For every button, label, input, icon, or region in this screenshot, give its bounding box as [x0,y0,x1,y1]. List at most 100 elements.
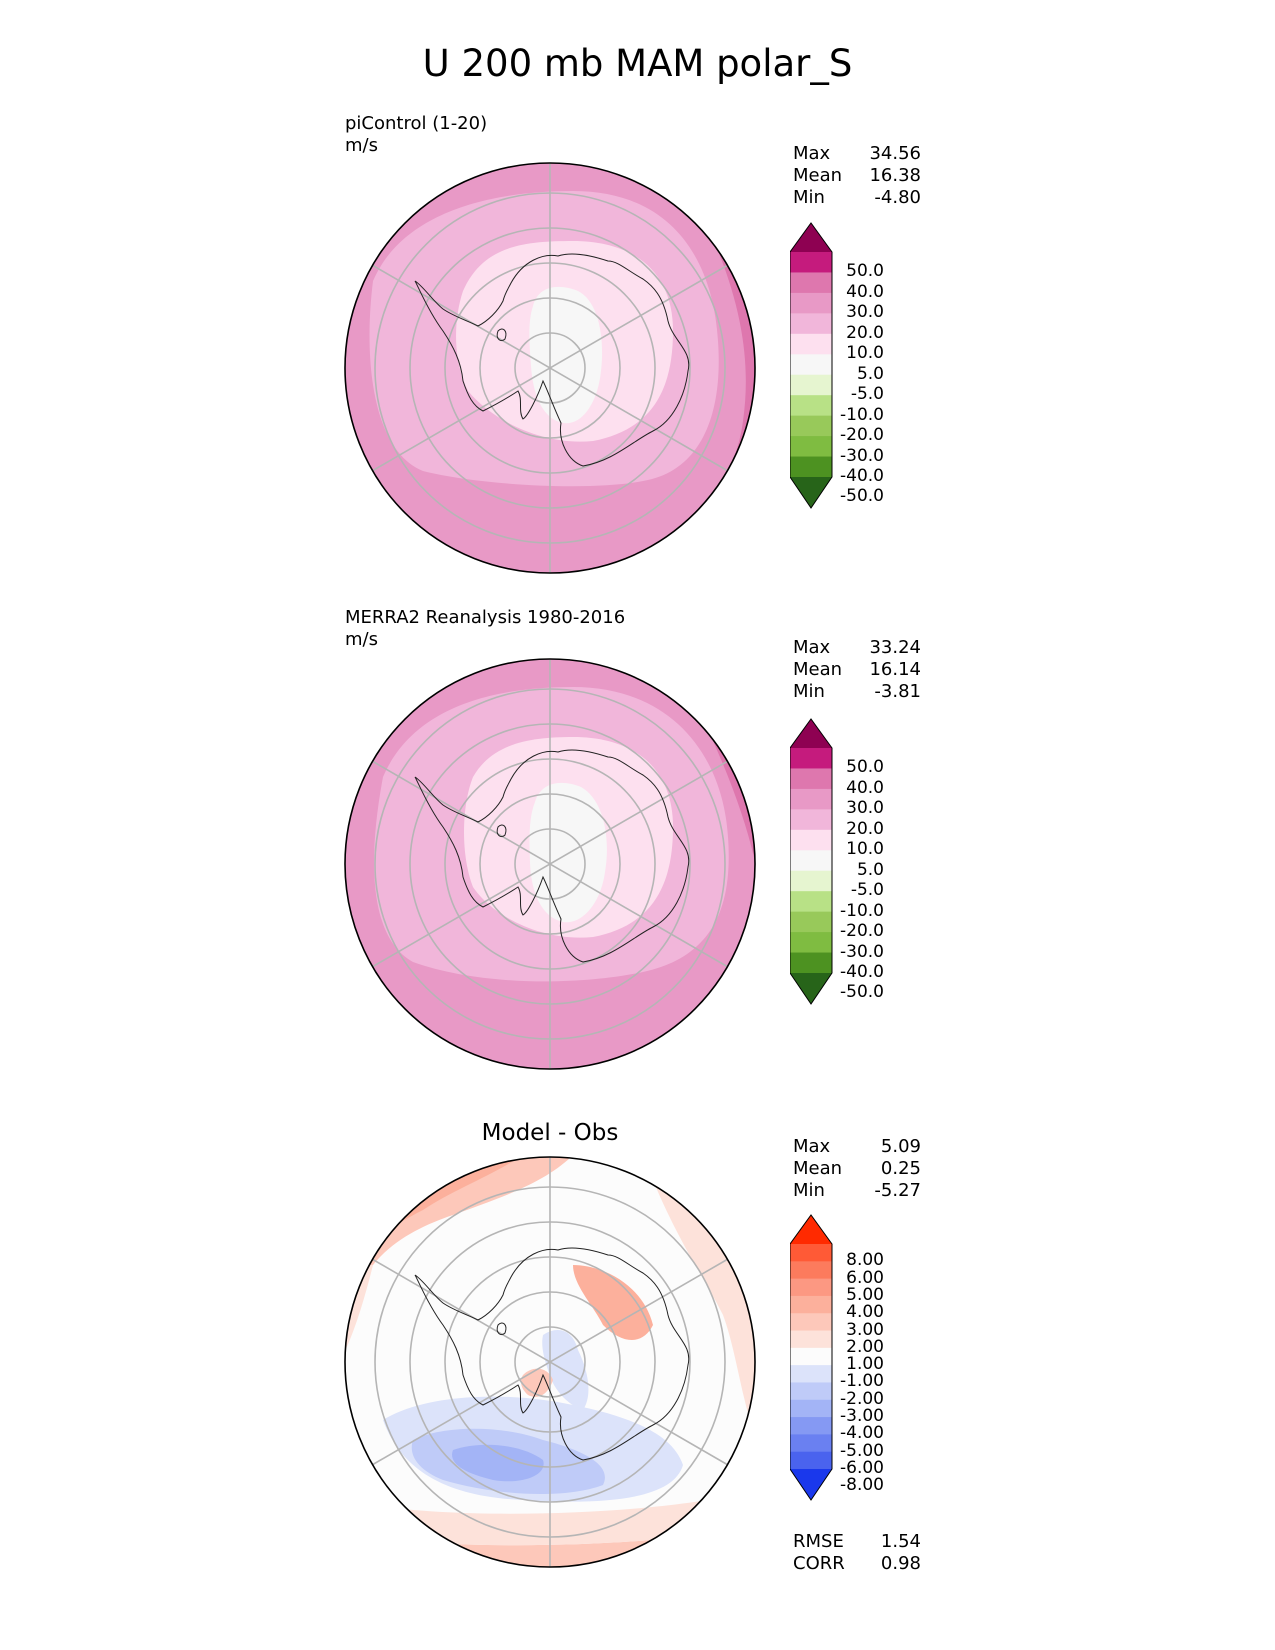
colorbar-tick-label: 1.00 [846,1354,884,1375]
polar-map-ref [344,658,756,1070]
stat-mean: Mean 16.14 [793,659,921,680]
panel-ref: MERRA2 Reanalysis 1980-2016 m/s Max 33.24… [0,497,1275,1070]
colorbar-segment [790,436,832,458]
panel-diff-title: Model - Obs [481,1120,619,1146]
colorbar-segment [790,1261,832,1280]
colorbar-segment [790,1295,832,1314]
colorbar-tick-label: 10.0 [846,839,884,860]
colorbar-svg [790,222,833,509]
colorbar-tick-label: 40.0 [846,777,884,798]
colorbar-outline [790,222,833,509]
stat-rmse: RMSE 1.54 [793,1531,921,1552]
colorbar-tick-label: -30.0 [840,941,884,962]
colorbar-tick-label: 30.0 [846,798,884,819]
colorbar-segment [790,1399,832,1418]
colorbar-segment [790,809,832,831]
polar-map-test [344,162,756,574]
colorbar-segment [790,354,832,376]
panel-test-units: m/s [345,135,378,156]
stat-mean: Mean 0.25 [793,1158,921,1179]
colorbar-segment [790,1434,832,1453]
colorbar-segment [790,272,832,294]
colorbar-segment [790,768,832,790]
colorbar-segment [790,395,832,417]
panel-test-label: piControl (1-20) m/s [345,113,487,157]
colorbar-tick-label: -20.0 [840,921,884,942]
colorbar-extend-min [790,1469,832,1500]
colorbar-tick-label: -50.0 [840,982,884,1003]
colorbar-segment [790,1278,832,1297]
colorbar-extend-max [790,1215,832,1244]
panel-ref-label: MERRA2 Reanalysis 1980-2016 m/s [345,607,625,651]
colorbar-tick-label: 40.0 [846,281,884,302]
colorbar-tick-label: 30.0 [846,302,884,323]
colorbar-extend-max [790,719,832,748]
panel-ref-units: m/s [345,629,378,650]
colorbar-segment [790,952,832,974]
colorbar-tick-label: -40.0 [840,962,884,982]
colorbar-segment [790,313,832,335]
colorbar-extend-min [790,477,832,508]
colorbar-tick-label: 5.0 [856,859,884,880]
colorbar-segment [790,456,832,478]
stat-max: Max 5.09 [793,1136,921,1157]
colorbar-segment [790,870,832,892]
colorbar-tick-label: 20.0 [846,322,884,343]
colorbar-segment [790,1244,832,1262]
colorbar-tick-label: -6.00 [840,1458,884,1478]
panel-test-title: piControl (1-20) [345,113,488,134]
colorbar-segment [790,932,832,954]
panel-diff-skill: RMSE 1.54 CORR 0.98 [793,1531,921,1575]
colorbar-tick-label: 20.0 [846,818,884,839]
colorbar-segment [790,911,832,933]
colorbar-segment [790,374,832,396]
colorbar-tick-label: 3.00 [846,1319,884,1340]
panel-ref-stats: Max 33.24 Mean 16.14 Min -3.81 [793,637,921,703]
colorbar-tick-label: 5.0 [856,363,884,384]
colorbar-segment [790,1365,832,1383]
colorbar-tick-label: -40.0 [840,466,884,486]
colorbar-tick-label: -5.00 [840,1440,884,1461]
colorbar-segment [790,850,832,872]
colorbar-tick-label: 10.0 [846,343,884,364]
stat-corr: CORR 0.98 [793,1553,921,1574]
colorbar-outline [790,718,833,1005]
panel-ref-title: MERRA2 Reanalysis 1980-2016 [345,607,626,628]
colorbar-tick-label: 50.0 [846,757,884,778]
colorbar-segment [790,1330,832,1349]
colorbar-tick-label: -4.00 [840,1423,884,1444]
stat-min: Min -5.27 [793,1180,921,1201]
colorbar-tick-label: -8.00 [840,1475,884,1496]
stat-max: Max 34.56 [793,143,921,164]
polar-map-diff [344,1156,756,1568]
colorbar-segment [790,252,832,273]
colorbar-tick-label: -3.00 [840,1406,884,1427]
panel-test-stats: Max 34.56 Mean 16.38 Min -4.80 [793,143,921,209]
panel-diff: Model - Obs [0,993,1275,1574]
colorbar-tick-label: -10.0 [840,404,884,425]
colorbar-outline [790,1214,833,1501]
panel-test: piControl (1-20) m/s Max 34.56 M [0,0,1275,574]
colorbar-tick-label: -5.0 [850,880,884,901]
stat-min: Min -4.80 [793,187,921,208]
colorbar-tick-label: 2.00 [846,1336,884,1357]
stat-max: Max 33.24 [793,637,921,658]
colorbar-tick-label: 50.0 [846,261,884,282]
colorbar-svg [790,718,833,1005]
colorbar-segment [790,1417,832,1435]
colorbar-tick-label: 4.00 [846,1302,884,1323]
colorbar-segment [790,1347,832,1366]
colorbar-extend-max [790,223,832,252]
colorbar-svg [790,1214,833,1501]
panel-diff-stats: Max 5.09 Mean 0.25 Min -5.27 [793,1136,921,1202]
colorbar-tick-label: -20.0 [840,425,884,446]
colorbar-tick-label: 6.00 [846,1267,884,1288]
colorbar-tick-label: -30.0 [840,445,884,466]
colorbar-tick-label: -5.0 [850,384,884,405]
colorbar-segment [790,748,832,769]
colorbar-segment [790,829,832,851]
colorbar-tick-label: -1.00 [840,1371,884,1392]
colorbar-segment [790,788,832,810]
colorbar-tick-label: -10.0 [840,900,884,921]
colorbar-tick-label: 8.00 [846,1250,884,1271]
